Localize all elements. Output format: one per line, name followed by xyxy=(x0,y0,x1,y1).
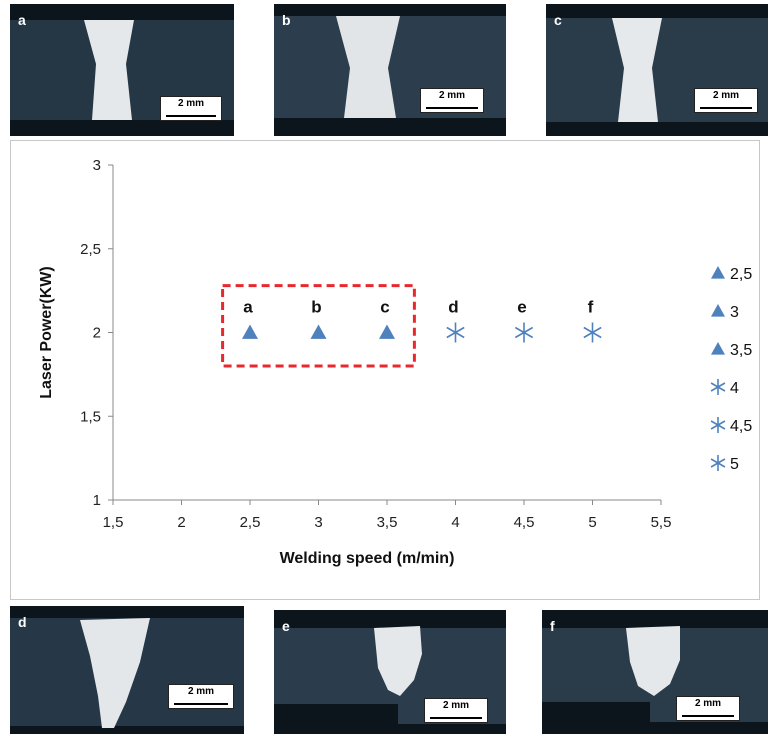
data-point-triangle xyxy=(310,324,327,339)
scale-bar-label: 2 mm xyxy=(177,98,205,109)
micrograph-b: b 2 mm xyxy=(274,4,506,136)
weld-cross-section-image xyxy=(10,606,244,734)
micrograph-f: f 2 mm xyxy=(542,610,768,734)
x-tick-label: 4,5 xyxy=(514,514,535,531)
y-tick-label: 1 xyxy=(93,492,101,509)
micrograph-d: d 2 mm xyxy=(10,606,244,734)
star-stroke xyxy=(710,382,726,392)
micrograph-e: e 2 mm xyxy=(274,610,506,734)
micrograph-label: c xyxy=(554,12,562,28)
data-point-label: b xyxy=(311,298,321,317)
weld-cross-section-image xyxy=(274,4,506,136)
star-stroke xyxy=(514,326,534,339)
micrograph-a: a 2 mm xyxy=(10,4,234,136)
legend-label: 3,5 xyxy=(730,342,752,359)
weld-cross-section-image xyxy=(10,4,234,136)
scale-bar: 2 mm xyxy=(676,696,740,721)
scale-bar: 2 mm xyxy=(160,96,222,121)
y-tick-label: 2 xyxy=(93,325,101,342)
legend-marker-star xyxy=(710,417,726,433)
y-axis-title: Laser Power(KW) xyxy=(38,266,55,398)
x-tick-label: 3 xyxy=(314,514,322,531)
star-stroke xyxy=(710,458,726,468)
scale-bar-label: 2 mm xyxy=(694,698,722,709)
scale-bar-label: 2 mm xyxy=(438,90,466,101)
x-tick-label: 3,5 xyxy=(377,514,398,531)
data-points: a b c d e f xyxy=(242,298,602,343)
scale-bar-label: 2 mm xyxy=(712,90,740,101)
x-tick-label: 1,5 xyxy=(103,514,124,531)
legend-label: 4,5 xyxy=(730,418,752,435)
scale-bar: 2 mm xyxy=(694,88,758,113)
data-point-triangle xyxy=(242,324,258,339)
data-point-triangle xyxy=(379,324,395,339)
micrograph-label: f xyxy=(550,618,555,634)
star-stroke xyxy=(710,420,726,430)
data-point-label: e xyxy=(517,298,526,317)
micrograph-label: a xyxy=(18,12,26,28)
legend-label: 2,5 xyxy=(730,266,752,283)
micrograph-c: c 2 mm xyxy=(546,4,768,136)
highlight-box xyxy=(221,284,416,368)
data-point-label: f xyxy=(588,298,594,317)
weld-cross-section-image xyxy=(546,4,768,136)
x-tick-label: 2 xyxy=(177,514,185,531)
y-tick-label: 2,5 xyxy=(80,241,101,258)
star-stroke xyxy=(583,326,602,339)
scale-bar: 2 mm xyxy=(424,698,488,723)
legend-label: 3 xyxy=(730,304,739,321)
legend-marker-triangle xyxy=(711,266,725,279)
legend-label: 4 xyxy=(730,380,739,397)
micrograph-label: b xyxy=(282,12,291,28)
legend-label: 5 xyxy=(730,456,739,473)
data-point-star xyxy=(446,322,465,343)
legend-marker-star xyxy=(710,379,726,395)
micrograph-label: d xyxy=(18,614,27,630)
x-axis-title: Welding speed (m/min) xyxy=(280,550,455,567)
x-tick-label: 5,5 xyxy=(651,514,672,531)
highlight-box-group xyxy=(221,284,416,368)
data-point-label: c xyxy=(380,298,389,317)
data-point-star xyxy=(514,322,534,343)
data-point-label: a xyxy=(243,298,253,317)
legend: 2,5 3 3,5 4 4,5 5 xyxy=(710,266,752,473)
y-tick-label: 1,5 xyxy=(80,408,101,425)
x-tick-label: 4 xyxy=(451,514,459,531)
star-stroke xyxy=(446,326,465,339)
data-point-label: d xyxy=(448,298,458,317)
micrograph-label: e xyxy=(282,618,290,634)
scale-bar-label: 2 mm xyxy=(187,686,215,697)
chart-frame: 1,5 2 2,5 3 3,5 4 4,5 5 5,5 1 1,5 2 2,5 3 Welding spee… xyxy=(10,140,760,600)
scale-bar-label: 2 mm xyxy=(442,700,470,711)
legend-marker-triangle xyxy=(711,304,725,317)
scale-bar: 2 mm xyxy=(168,684,234,709)
legend-marker-star xyxy=(710,455,726,471)
scale-bar: 2 mm xyxy=(420,88,484,113)
data-point-star xyxy=(583,322,602,343)
legend-marker-triangle xyxy=(711,342,725,355)
x-tick-label: 2,5 xyxy=(240,514,261,531)
x-tick-label: 5 xyxy=(588,514,596,531)
y-tick-label: 3 xyxy=(93,157,101,174)
